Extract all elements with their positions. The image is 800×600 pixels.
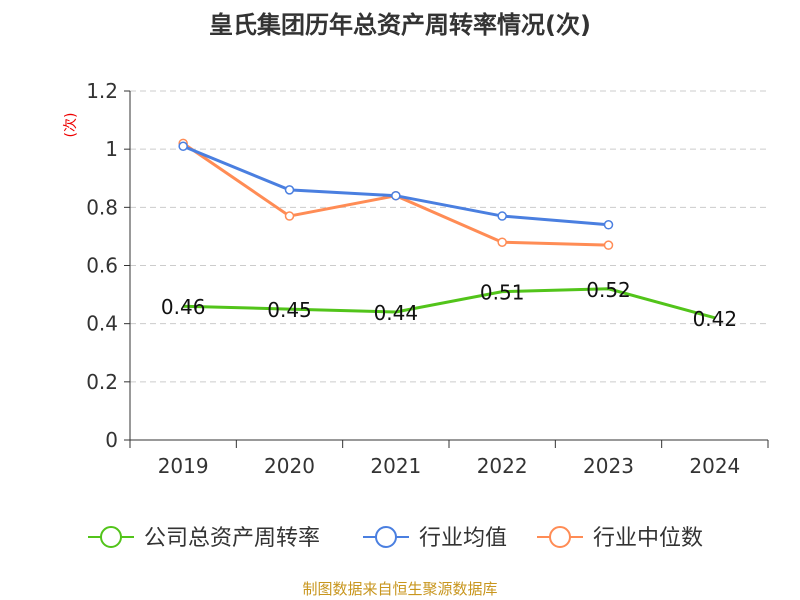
- data-point: [284, 211, 295, 221]
- data-point: [497, 237, 507, 247]
- y-tick-label: 0.8: [86, 195, 118, 219]
- legend-marker: [549, 526, 571, 548]
- y-tick-label: 0.6: [86, 254, 118, 278]
- legend-marker: [375, 526, 397, 548]
- data-point: [391, 190, 401, 201]
- data-label: 0.52: [586, 278, 631, 302]
- y-axis-label: (次): [63, 113, 79, 138]
- chart-title: 皇氏集团历年总资产周转率情况(次): [209, 11, 591, 39]
- data-point: [178, 141, 188, 152]
- y-tick-label: 0.4: [86, 312, 118, 336]
- legend-label: 公司总资产周转率: [144, 526, 320, 551]
- x-tick-label: 2019: [158, 454, 209, 478]
- y-tick-label: 0: [105, 428, 118, 452]
- x-tick-label: 2021: [370, 454, 421, 478]
- data-point: [603, 220, 614, 230]
- data-label: 0.45: [267, 298, 312, 322]
- legend-label: 行业均值: [419, 526, 507, 551]
- y-tick-label: 0.2: [86, 370, 118, 394]
- data-point: [603, 240, 614, 250]
- y-tick-label: 1.2: [86, 79, 118, 103]
- x-tick-label: 2020: [264, 454, 315, 478]
- source-note: 制图数据来自恒生聚源数据库: [302, 580, 497, 598]
- legend-label: 行业中位数: [593, 526, 703, 551]
- x-tick-label: 2024: [689, 454, 740, 478]
- x-tick-label: 2023: [583, 454, 634, 478]
- data-label: 0.46: [161, 295, 206, 319]
- data-point: [497, 211, 507, 221]
- data-label: 0.51: [480, 281, 525, 305]
- x-tick-label: 2022: [477, 454, 528, 478]
- data-label: 0.44: [374, 301, 419, 325]
- data-label: 0.42: [693, 307, 738, 331]
- series-line-0: [183, 287, 716, 320]
- data-point: [284, 185, 295, 195]
- legend-marker: [100, 526, 122, 548]
- y-tick-label: 1: [105, 137, 118, 161]
